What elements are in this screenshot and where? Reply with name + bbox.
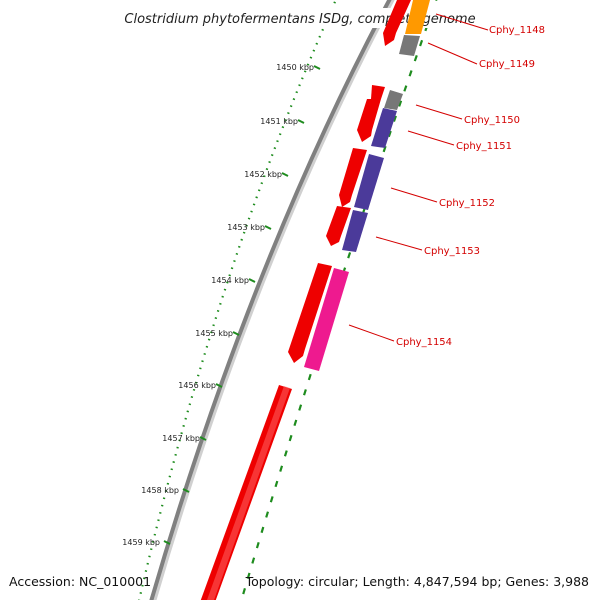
feature-reverse-orange <box>405 0 430 34</box>
gene-label-cphy-1148: Cphy_1148 <box>489 25 545 36</box>
tick-1454 <box>248 278 256 283</box>
scale-label-1456: 1456 kbp <box>178 381 216 390</box>
connector-cphy-1151 <box>407 130 455 146</box>
gene-label-cphy-1151: Cphy_1151 <box>456 141 512 152</box>
connector-cphy-1149 <box>427 42 478 65</box>
gene-label-cphy-1149: Cphy_1149 <box>479 59 535 70</box>
genome-backbone <box>149 0 392 600</box>
feature-reverse-pink-1154 <box>304 268 349 371</box>
scale-label-1457: 1457 kbp <box>162 434 200 443</box>
scale-label-1454: 1454 kbp <box>211 276 249 285</box>
scale-tick-marks <box>163 65 321 545</box>
tick-1450 <box>313 65 321 70</box>
gene-label-cphy-1154: Cphy_1154 <box>396 337 452 348</box>
tick-1456 <box>215 383 223 388</box>
feature-forward-1154 <box>288 263 332 363</box>
feature-forward-1151 <box>357 99 381 142</box>
scale-label-1453: 1453 kbp <box>227 223 265 232</box>
tick-1457 <box>199 436 207 441</box>
feature-forward-1153 <box>326 206 351 246</box>
scale-label-1459: 1459 kbp <box>122 538 160 547</box>
gene-label-cphy-1150: Cphy_1150 <box>464 115 520 126</box>
connector-cphy-1148 <box>435 13 489 31</box>
scale-label-1451: 1451 kbp <box>260 117 298 126</box>
connector-cphy-1154 <box>348 324 395 342</box>
tick-1452 <box>281 172 289 177</box>
feature-forward-lower-highlight <box>207 386 290 600</box>
accession-text: Accession: NC_010001 <box>9 574 151 589</box>
feature-reverse-gray-1149 <box>399 35 420 56</box>
connector-cphy-1153 <box>375 236 423 251</box>
scale-label-1452: 1452 kbp <box>244 170 282 179</box>
reverse-strand-features <box>304 0 430 371</box>
feature-reverse-blue-1151 <box>371 108 397 148</box>
connector-cphy-1152 <box>390 187 438 203</box>
connector-cphy-1150 <box>415 104 463 120</box>
scale-label-1455: 1455 kbp <box>195 329 233 338</box>
tick-1453 <box>264 225 272 230</box>
forward-strand-features <box>200 0 411 600</box>
genome-summary-text: Topology: circular; Length: 4,847,594 bp… <box>245 574 589 589</box>
tick-1458 <box>182 488 190 493</box>
tick-1459 <box>163 540 171 545</box>
feature-reverse-gray-1150 <box>384 90 403 110</box>
feature-forward-1148 <box>383 0 411 46</box>
feature-reverse-blue-1153 <box>342 210 368 252</box>
feature-forward-1152 <box>339 148 367 207</box>
scale-label-1450: 1450 kbp <box>276 63 314 72</box>
tick-1451 <box>297 119 305 124</box>
gene-label-cphy-1153: Cphy_1153 <box>424 246 480 257</box>
gene-label-connectors <box>348 13 489 342</box>
tick-1455 <box>232 331 240 336</box>
feature-forward-1150 <box>371 85 385 99</box>
scale-label-1458: 1458 kbp <box>141 486 179 495</box>
feature-reverse-blue-1152 <box>354 154 384 210</box>
gene-label-cphy-1152: Cphy_1152 <box>439 198 495 209</box>
